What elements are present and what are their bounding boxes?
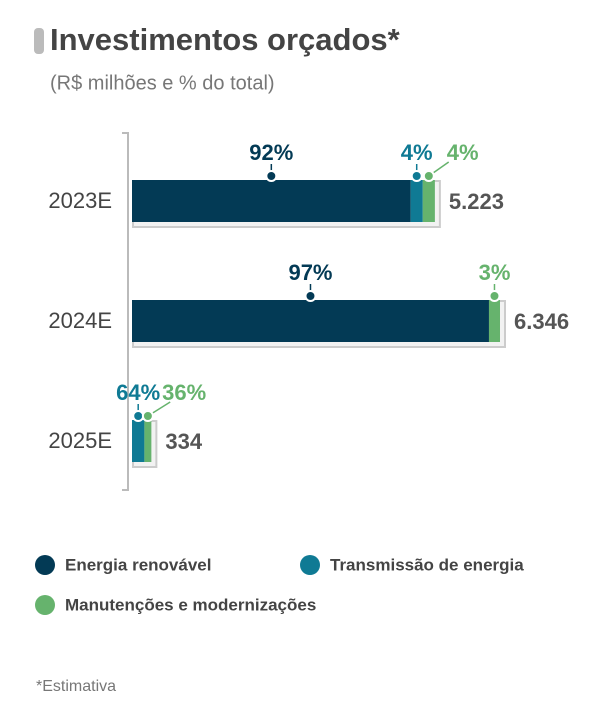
value-label: 64% xyxy=(116,380,160,405)
value-label: 4% xyxy=(401,140,433,165)
bar-segment xyxy=(132,180,411,222)
label-dot xyxy=(265,170,278,182)
bar-segment xyxy=(144,420,152,462)
bar-segment xyxy=(410,180,423,222)
bar-segment xyxy=(132,420,145,462)
label-dot xyxy=(141,410,154,422)
label-dot xyxy=(132,410,145,422)
footnote: *Estimativa xyxy=(36,678,116,695)
category-label: 2023E xyxy=(48,188,112,213)
label-dot xyxy=(488,290,501,302)
bar-segment xyxy=(488,300,500,342)
legend-swatch xyxy=(35,595,55,615)
category-label: 2024E xyxy=(48,308,112,333)
total-label: 334 xyxy=(165,429,202,454)
label-dot xyxy=(304,290,317,302)
total-label: 5.223 xyxy=(449,189,504,214)
axis-bracket xyxy=(122,132,129,491)
bar-segment xyxy=(422,180,435,222)
value-label: 36% xyxy=(162,380,206,405)
chart-title: Investimentos orçados* xyxy=(50,22,401,57)
title-marker xyxy=(34,28,44,54)
bar-segment xyxy=(132,300,489,342)
value-label: 97% xyxy=(288,260,332,285)
legend-label: Manutenções e modernizações xyxy=(65,595,316,614)
category-label: 2025E xyxy=(48,428,112,453)
legend-swatch xyxy=(35,555,55,575)
value-label: 92% xyxy=(249,140,293,165)
legend-swatch xyxy=(300,555,320,575)
legend-label: Energia renovável xyxy=(65,555,211,574)
chart-subtitle: (R$ milhões e % do total) xyxy=(50,72,275,94)
value-label: 4% xyxy=(447,140,479,165)
legend-label: Transmissão de energia xyxy=(330,555,524,574)
label-dot xyxy=(410,170,423,182)
label-dot xyxy=(422,170,435,182)
value-label: 3% xyxy=(479,260,511,285)
total-label: 6.346 xyxy=(514,309,569,334)
